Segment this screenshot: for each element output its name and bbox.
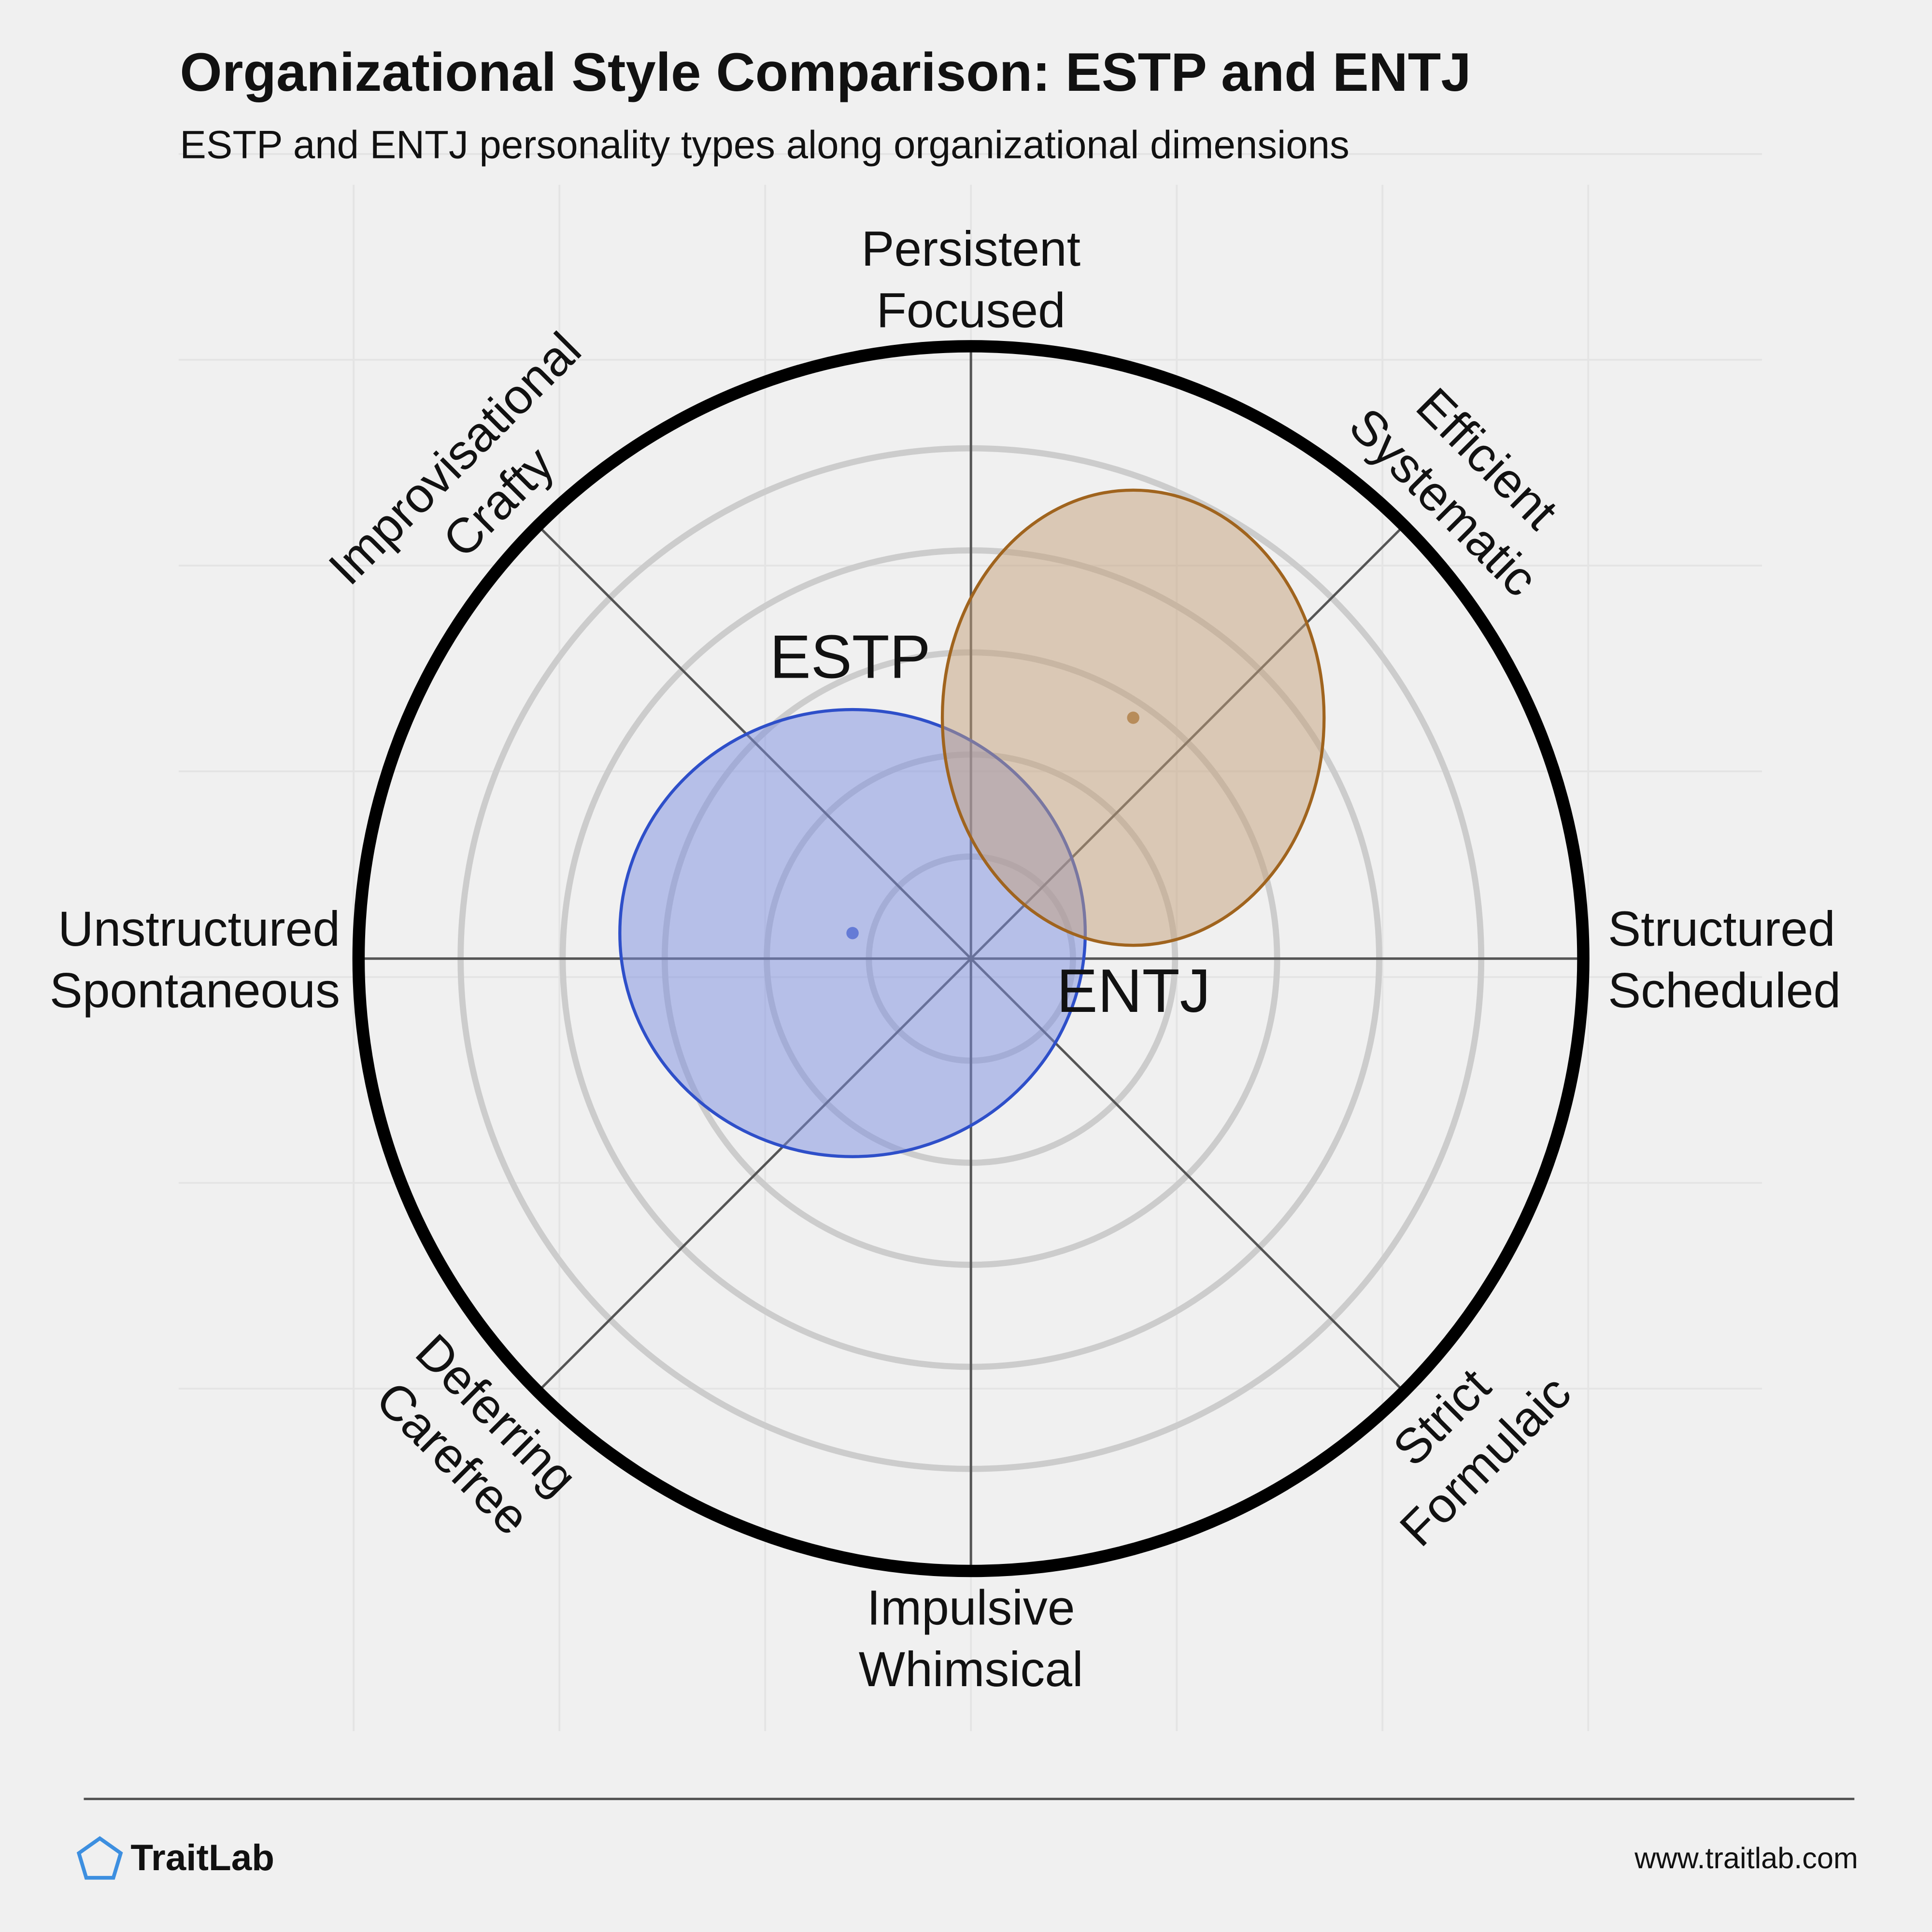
axis-label: Impulsive Whimsical xyxy=(859,1580,1083,1697)
axis-label: Unstructured Spontaneous xyxy=(50,901,340,1018)
logo-icon xyxy=(76,1836,123,1880)
axis-label-line: Structured xyxy=(1608,901,1835,956)
axis-label-line: Impulsive xyxy=(867,1580,1075,1635)
axis-label-line: Scheduled xyxy=(1608,963,1841,1018)
axis-label-line: Focused xyxy=(877,283,1065,338)
axis-label: Structured Scheduled xyxy=(1608,901,1841,1018)
series-label: ENTJ xyxy=(1057,957,1211,1025)
url: www.traitlab.com xyxy=(1634,1842,1858,1875)
chart-subtitle: ESTP and ENTJ personality types along or… xyxy=(180,123,1349,167)
chart-title: Organizational Style Comparison: ESTP an… xyxy=(180,42,1471,102)
series-label: ESTP xyxy=(770,623,931,692)
outer-ring xyxy=(352,340,1590,1577)
axis-label-line: Unstructured xyxy=(58,901,340,956)
brand: TraitLab xyxy=(130,1837,274,1878)
center-dot xyxy=(1127,711,1139,724)
center-dot xyxy=(846,927,859,939)
axis-label-line: Whimsical xyxy=(859,1642,1083,1697)
axis-label-line: Spontaneous xyxy=(50,963,340,1018)
plot: PersistentFocusedEfficientSystematicStru… xyxy=(50,221,1841,1697)
axis-label-line: Persistent xyxy=(861,221,1080,276)
axis-label: Persistent Focused xyxy=(861,221,1080,338)
